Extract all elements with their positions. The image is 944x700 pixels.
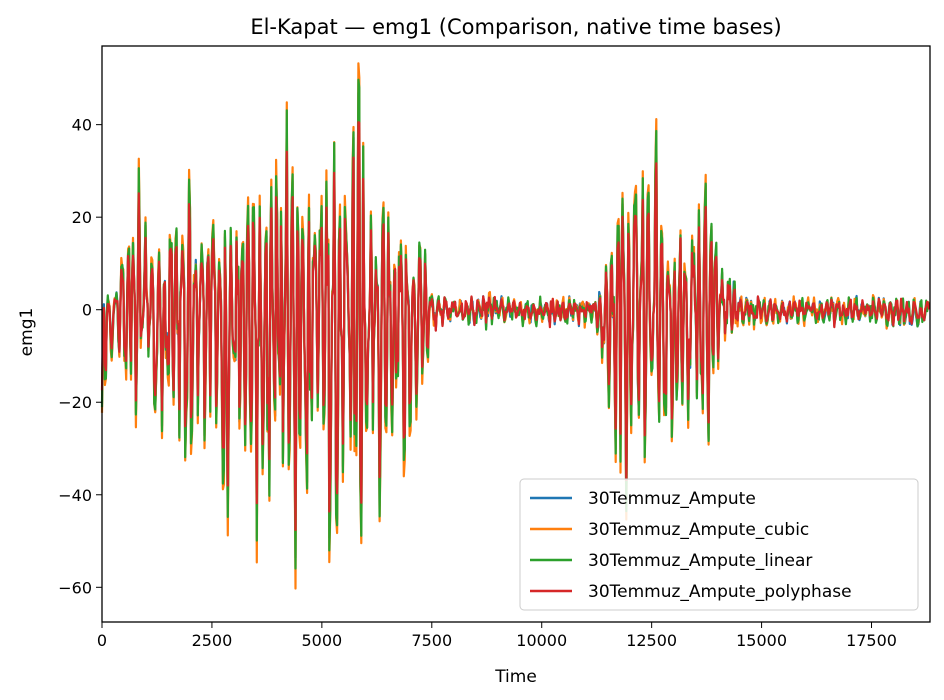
x-tick-label: 15000	[736, 631, 787, 650]
x-tick-label: 10000	[516, 631, 567, 650]
legend-label: 30Temmuz_Ampute_linear	[588, 551, 812, 571]
legend-label: 30Temmuz_Ampute_cubic	[588, 520, 809, 540]
x-tick-label: 7500	[411, 631, 452, 650]
y-axis-ticks: 40 20 0 −20 −40 −60	[58, 116, 102, 597]
x-tick-label: 0	[97, 631, 107, 650]
x-axis-ticks: 0 2500 5000 7500 10000 12500 15000 17500	[97, 622, 897, 650]
chart-title: El-Kapat — emg1 (Comparison, native time…	[250, 15, 781, 39]
y-tick-label: −20	[58, 393, 92, 412]
x-tick-label: 2500	[192, 631, 233, 650]
series-layer	[100, 62, 931, 590]
y-tick-label: −60	[58, 578, 92, 597]
y-tick-label: 20	[72, 208, 92, 227]
y-tick-label: 40	[72, 116, 92, 135]
series-line-4	[100, 121, 931, 531]
x-axis-label: Time	[494, 667, 537, 687]
x-tick-label: 12500	[626, 631, 677, 650]
x-tick-label: 5000	[302, 631, 343, 650]
legend-label: 30Temmuz_Ampute_polyphase	[588, 582, 852, 602]
x-tick-label: 17500	[846, 631, 897, 650]
y-tick-label: −40	[58, 486, 92, 505]
y-axis-label: emg1	[17, 308, 37, 357]
legend: 30Temmuz_Ampute 30Temmuz_Ampute_cubic 30Te…	[519, 478, 919, 611]
plot-frame	[101, 45, 931, 623]
legend-label: 30Temmuz_Ampute	[588, 489, 756, 509]
y-tick-label: 0	[82, 301, 92, 320]
legend-box	[519, 478, 919, 611]
